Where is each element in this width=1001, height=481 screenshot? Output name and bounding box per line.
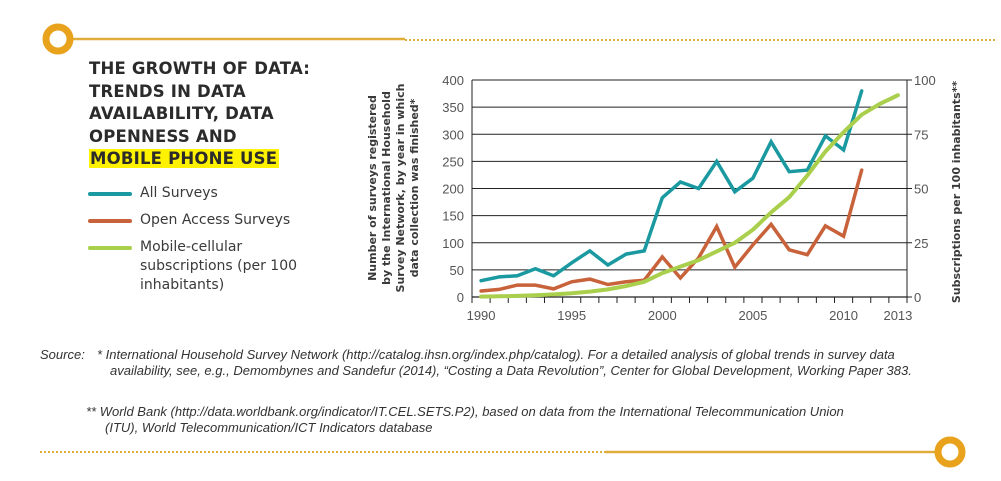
y-tick-label-left: 150 xyxy=(442,209,464,224)
y-axis-label-right: Subscriptions per 100 inhabitants** xyxy=(950,81,963,304)
x-tick-label: 2005 xyxy=(738,308,767,323)
y-axis-label-left: Number of surveys registered xyxy=(366,95,379,281)
legend-swatch-mobile xyxy=(88,246,132,250)
y-tick-label-left: 0 xyxy=(457,290,464,305)
legend-item-mobile: Mobile-cellular subscriptions (per 100 i… xyxy=(88,238,315,295)
y-tick-label-right: 0 xyxy=(914,290,921,305)
source-note-2: ** World Bank (http://data.worldbank.org… xyxy=(86,404,844,435)
y-tick-label-right: 25 xyxy=(914,236,928,251)
source-note-1: * International Household Survey Network… xyxy=(97,347,912,378)
y-tick-label-left: 200 xyxy=(442,182,464,197)
series-mobile-subscriptions xyxy=(479,93,900,299)
legend-label: Open Access Surveys xyxy=(140,212,291,228)
legend-label: Mobile-cellular subscriptions (per 100 i… xyxy=(140,239,298,293)
x-tick-label: 2000 xyxy=(648,308,677,323)
legend-swatch-all-surveys xyxy=(88,192,132,196)
y-tick-label-left: 50 xyxy=(450,263,464,278)
chart-title: THE GROWTH OF DATA: TRENDS IN DATA AVAIL… xyxy=(89,58,349,171)
y-tick-label-left: 250 xyxy=(442,154,464,169)
x-tick-label: 2010 xyxy=(829,308,858,323)
title-highlight: MOBILE PHONE USE xyxy=(89,149,280,168)
legend-label: All Surveys xyxy=(140,185,218,201)
y-tick-label-right: 100 xyxy=(914,73,936,88)
legend-item-all-surveys: All Surveys xyxy=(88,184,348,203)
title-line-3: AVAILABILITY, DATA xyxy=(89,104,274,123)
source-label: Source: xyxy=(40,347,85,362)
bottom-circle-icon xyxy=(934,436,966,468)
series-lines xyxy=(479,89,900,299)
legend-item-open-access: Open Access Surveys xyxy=(88,211,348,230)
top-circle-icon xyxy=(42,23,74,55)
x-tick-label: 1995 xyxy=(557,308,586,323)
series-all-surveys xyxy=(479,89,864,283)
y-tick-label-left: 300 xyxy=(442,127,464,142)
y-tick-label-left: 350 xyxy=(442,100,464,115)
tick-labels: 0 50 100 150 200 250 300 350 400 0 25 50 75 100 1990 19… xyxy=(442,73,935,323)
y-tick-label-left: 400 xyxy=(442,73,464,88)
x-tick-label: 2013 xyxy=(883,308,912,323)
y-axis-label-left: Survey Network, by year in which xyxy=(394,84,407,293)
y-axis-label-left: data collection was finished* xyxy=(408,98,421,277)
axes xyxy=(471,79,912,303)
y-tick-label-left: 100 xyxy=(442,236,464,251)
title-line-1: THE GROWTH OF DATA: xyxy=(89,59,311,78)
title-line-4: OPENNESS AND xyxy=(89,126,237,146)
y-tick-label-right: 75 xyxy=(914,127,928,142)
x-tick-label: 1990 xyxy=(467,308,496,323)
title-line-2: TRENDS IN DATA xyxy=(89,81,246,101)
y-axis-label-left: by the International Household xyxy=(380,91,393,285)
axis-labels: Number of surveys registered by the Inter… xyxy=(366,81,963,304)
legend: All Surveys Open Access Surveys Mobile-c… xyxy=(88,184,348,303)
y-tick-label-right: 50 xyxy=(914,182,928,197)
series-open-access xyxy=(479,168,864,293)
legend-swatch-open-access xyxy=(88,219,132,223)
